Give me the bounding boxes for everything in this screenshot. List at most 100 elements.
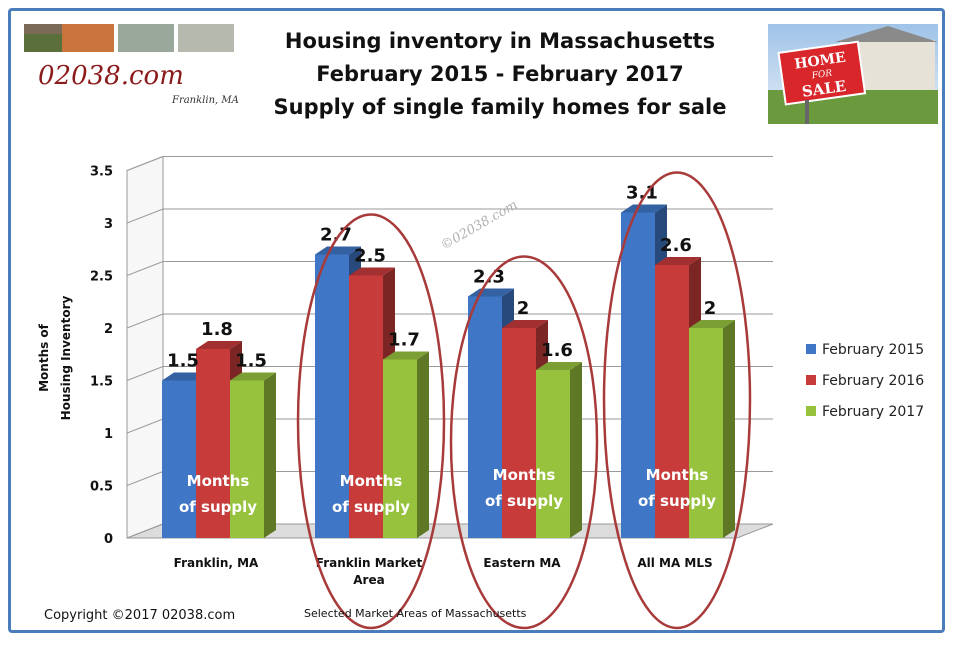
highlight-ellipse bbox=[296, 213, 446, 630]
title-line-2: February 2015 - February 2017 bbox=[316, 62, 683, 86]
bar-top bbox=[349, 267, 395, 276]
gridline-side bbox=[126, 156, 164, 171]
bar-top bbox=[383, 351, 429, 360]
logo-photo-2 bbox=[62, 24, 114, 52]
y-tick-label: 3.5 bbox=[90, 165, 113, 180]
bar bbox=[502, 328, 536, 538]
highlight-ellipse bbox=[449, 255, 599, 630]
x-axis-title: Selected Market Areas of Massachusetts bbox=[304, 607, 527, 620]
value-label: 2.5 bbox=[354, 246, 386, 267]
legend: February 2015 February 2016 February 2017 bbox=[806, 342, 924, 420]
bar-annotation-line-1: Months bbox=[646, 466, 709, 484]
x-category-label: Franklin Market bbox=[316, 556, 423, 570]
bar bbox=[315, 254, 349, 538]
bar-annotation-line-1: Months bbox=[340, 472, 403, 490]
for-sale-photo: HOME FOR SALE bbox=[768, 24, 938, 124]
gridline-side bbox=[126, 313, 164, 329]
x-axis-categories: Franklin, MA Franklin Market Area Eastern M… bbox=[174, 556, 713, 587]
side-wall bbox=[126, 155, 164, 539]
bar-annotation-line-1: Months bbox=[187, 472, 250, 490]
value-label: 2 bbox=[517, 298, 530, 319]
value-label: 1.8 bbox=[201, 319, 233, 340]
bar-side bbox=[264, 372, 276, 538]
bar-top bbox=[689, 320, 735, 328]
bar-top bbox=[315, 246, 361, 255]
y-tick-label: 3 bbox=[104, 217, 113, 232]
y-tick-label: 2 bbox=[104, 322, 113, 337]
bar-top bbox=[621, 204, 667, 213]
gridline-side bbox=[126, 366, 164, 381]
bar-annotation-line-2: of supply bbox=[485, 492, 563, 510]
chart-frame bbox=[8, 8, 945, 633]
logo-text: 02038.com bbox=[38, 61, 184, 91]
bar bbox=[621, 212, 655, 538]
value-label: 2.3 bbox=[473, 267, 505, 288]
bar-top bbox=[196, 341, 242, 349]
legend-swatch bbox=[806, 375, 816, 385]
gridline-side bbox=[126, 471, 164, 486]
y-axis-label-line-2: Housing Inventory bbox=[59, 296, 73, 421]
y-axis-label: Months of Housing Inventory bbox=[37, 296, 73, 421]
bar bbox=[689, 328, 723, 538]
sign-post bbox=[805, 100, 809, 124]
y-tick-label: 2.5 bbox=[90, 270, 113, 285]
watermark: ©02038.com bbox=[438, 198, 520, 254]
gridline-side bbox=[126, 418, 164, 434]
bar-annotations: Months of supply Months of supply Months of s… bbox=[179, 466, 716, 516]
value-label: 1.5 bbox=[167, 351, 199, 372]
bar-annotation-line-2: of supply bbox=[332, 498, 410, 516]
y-tick-label: 0.5 bbox=[90, 480, 113, 495]
y-axis-ticks: 0 0.5 1 1.5 2 2.5 3 3.5 bbox=[90, 165, 113, 548]
value-label: 2 bbox=[704, 298, 717, 319]
legend-label: February 2017 bbox=[822, 404, 924, 420]
sign-line-1: HOME bbox=[793, 50, 846, 73]
logo-photo-3 bbox=[118, 24, 174, 52]
sign-line-2: FOR bbox=[810, 69, 833, 82]
bar-annotation-line-2: of supply bbox=[179, 498, 257, 516]
y-tick-label: 1 bbox=[104, 427, 113, 442]
highlight-ellipses bbox=[296, 171, 752, 630]
x-category-label: All MA MLS bbox=[637, 556, 712, 570]
gridline-side bbox=[126, 523, 164, 539]
x-category-label: Franklin, MA bbox=[174, 556, 259, 570]
bar bbox=[162, 380, 196, 538]
x-category-label: Eastern MA bbox=[483, 556, 561, 570]
bar-annotation-line-1: Months bbox=[493, 466, 556, 484]
legend-swatch bbox=[806, 406, 816, 416]
bar bbox=[655, 265, 689, 538]
highlight-ellipse bbox=[602, 171, 752, 630]
bar-top bbox=[230, 372, 276, 381]
gridline-side bbox=[126, 261, 164, 276]
value-label: 1.6 bbox=[541, 340, 573, 361]
logo-subtext: Franklin, MA bbox=[171, 95, 239, 106]
chart-title: Housing inventory in Massachusetts Febru… bbox=[274, 29, 727, 119]
bar bbox=[468, 296, 502, 538]
bar bbox=[196, 349, 230, 538]
logo: 02038.com Franklin, MA bbox=[24, 24, 239, 106]
bar bbox=[536, 370, 570, 538]
logo-photo-1-ground bbox=[24, 34, 62, 52]
bar-top bbox=[536, 362, 582, 370]
legend-label: February 2016 bbox=[822, 373, 924, 389]
bar bbox=[383, 359, 417, 538]
bar-side bbox=[570, 362, 582, 538]
legend-label: February 2015 bbox=[822, 342, 924, 358]
photo-roof bbox=[835, 26, 938, 42]
title-line-1: Housing inventory in Massachusetts bbox=[285, 29, 715, 53]
y-tick-label: 0 bbox=[104, 532, 113, 547]
value-labels: 1.51.81.52.72.51.72.321.63.12.62 bbox=[167, 183, 716, 372]
value-label: 1.7 bbox=[388, 330, 420, 351]
bar-side bbox=[417, 351, 429, 538]
legend-swatch bbox=[806, 344, 816, 354]
copyright: Copyright ©2017 02038.com bbox=[44, 608, 235, 623]
bars bbox=[162, 204, 735, 538]
y-axis-label-line-1: Months of bbox=[37, 323, 51, 392]
logo-photo-4 bbox=[178, 24, 234, 52]
value-label: 1.5 bbox=[235, 351, 267, 372]
sale-sign: HOME FOR SALE bbox=[777, 40, 867, 106]
value-label: 2.7 bbox=[320, 225, 352, 246]
bar-top bbox=[655, 257, 701, 265]
value-label: 2.6 bbox=[660, 235, 692, 256]
bar-annotation-line-2: of supply bbox=[638, 492, 716, 510]
